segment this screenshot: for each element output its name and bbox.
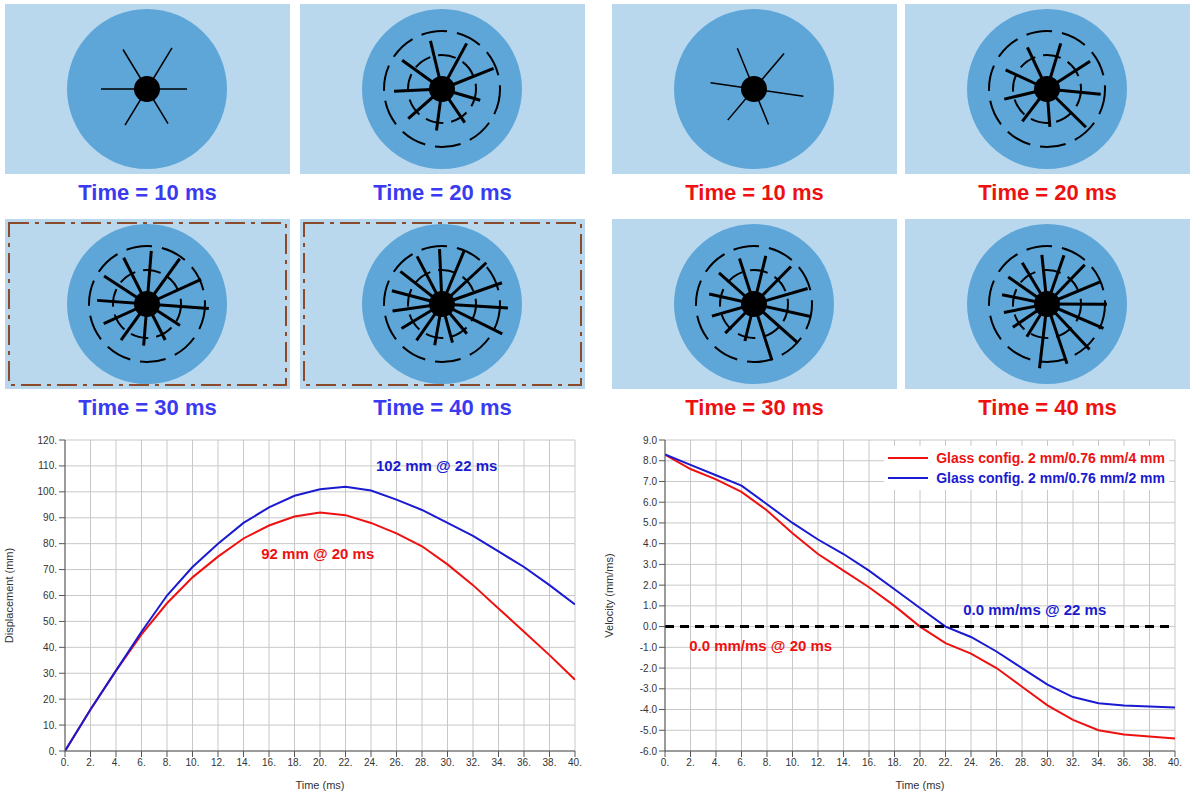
- svg-text:22.: 22.: [939, 757, 953, 768]
- html-text:Time = 40 ms: Time = 40 ms: [978, 395, 1117, 420]
- svg-text:110.: 110.: [38, 460, 57, 471]
- html-text:Time = 30 ms: Time = 30 ms: [78, 395, 217, 420]
- svg-text:120.: 120.: [38, 435, 57, 446]
- svg-text:4.0: 4.0: [643, 538, 657, 549]
- svg-text:-5.0: -5.0: [640, 725, 658, 736]
- svg-text:16.: 16.: [862, 757, 876, 768]
- svg-text:9.0: 9.0: [643, 435, 657, 446]
- svg-text:30.: 30.: [1041, 757, 1055, 768]
- svg-text:38.: 38.: [543, 757, 557, 768]
- svg-text:40.: 40.: [1168, 757, 1182, 768]
- svg-text:34.: 34.: [492, 757, 506, 768]
- svg-text:6.: 6.: [737, 757, 745, 768]
- svg-text:4.: 4.: [712, 757, 720, 768]
- svg-text:70.: 70.: [43, 564, 57, 575]
- html-text:Time = 30 ms: Time = 30 ms: [685, 395, 824, 420]
- svg-text:8.: 8.: [763, 757, 771, 768]
- svg-text:1.0: 1.0: [643, 600, 657, 611]
- svg-text:16.: 16.: [262, 757, 276, 768]
- svg-text:60.: 60.: [43, 590, 57, 601]
- svg-text:92 mm @ 20 ms: 92 mm @ 20 ms: [261, 545, 374, 562]
- svg-text:100.: 100.: [38, 486, 57, 497]
- svg-text:12.: 12.: [811, 757, 825, 768]
- svg-text:26.: 26.: [990, 757, 1004, 768]
- svg-text:22.: 22.: [339, 757, 353, 768]
- svg-text:12.: 12.: [211, 757, 225, 768]
- svg-text:0.0: 0.0: [643, 621, 657, 632]
- svg-text:Time (ms): Time (ms): [295, 779, 344, 791]
- svg-text:7.0: 7.0: [643, 476, 657, 487]
- svg-text:32.: 32.: [466, 757, 480, 768]
- svg-text:28.: 28.: [415, 757, 429, 768]
- svg-text:50.: 50.: [43, 616, 57, 627]
- svg-text:Time (ms): Time (ms): [895, 779, 944, 791]
- html-text:Time = 20 ms: Time = 20 ms: [978, 180, 1117, 205]
- svg-text:10.: 10.: [786, 757, 800, 768]
- svg-text:2.0: 2.0: [643, 580, 657, 591]
- svg-text:14.: 14.: [237, 757, 251, 768]
- svg-text:80.: 80.: [43, 538, 57, 549]
- html-text:Time = 20 ms: Time = 20 ms: [373, 180, 512, 205]
- svg-text:-2.0: -2.0: [640, 663, 658, 674]
- svg-text:-6.0: -6.0: [640, 746, 658, 757]
- svg-text:102 mm @ 22 ms: 102 mm @ 22 ms: [376, 457, 497, 474]
- html-text:Glass config. 2 mm/0.76 mm/4 m: Glass config. 2 mm/0.76 mm/4 mm: [936, 450, 1165, 466]
- svg-text:3.0: 3.0: [643, 559, 657, 570]
- svg-text:32.: 32.: [1066, 757, 1080, 768]
- svg-text:6.: 6.: [137, 757, 145, 768]
- svg-text:18.: 18.: [288, 757, 302, 768]
- svg-text:0.: 0.: [49, 746, 57, 757]
- svg-text:2.: 2.: [86, 757, 94, 768]
- svg-text:20.: 20.: [43, 694, 57, 705]
- svg-text:8.: 8.: [163, 757, 171, 768]
- svg-text:30.: 30.: [441, 757, 455, 768]
- svg-text:Displacement (mm): Displacement (mm): [3, 548, 15, 643]
- svg-text:38.: 38.: [1143, 757, 1157, 768]
- svg-text:-4.0: -4.0: [640, 704, 658, 715]
- svg-text:2.: 2.: [686, 757, 694, 768]
- svg-text:24.: 24.: [364, 757, 378, 768]
- svg-text:40.: 40.: [43, 642, 57, 653]
- svg-text:18.: 18.: [888, 757, 902, 768]
- html-text:Glass config. 2 mm/0.76 mm/2 m: Glass config. 2 mm/0.76 mm/2 mm: [936, 470, 1165, 486]
- svg-text:0.: 0.: [61, 757, 69, 768]
- svg-text:40.: 40.: [568, 757, 582, 768]
- html-text:Time = 40 ms: Time = 40 ms: [373, 395, 512, 420]
- svg-text:0.0 mm/ms @ 22 ms: 0.0 mm/ms @ 22 ms: [963, 601, 1106, 618]
- svg-text:6.0: 6.0: [643, 497, 657, 508]
- svg-text:14.: 14.: [837, 757, 851, 768]
- svg-text:10.: 10.: [186, 757, 200, 768]
- svg-text:36.: 36.: [1117, 757, 1131, 768]
- svg-text:-1.0: -1.0: [640, 642, 658, 653]
- svg-text:5.0: 5.0: [643, 517, 657, 528]
- svg-text:28.: 28.: [1015, 757, 1029, 768]
- svg-text:34.: 34.: [1092, 757, 1106, 768]
- html-text:Time = 10 ms: Time = 10 ms: [685, 180, 824, 205]
- svg-text:20.: 20.: [913, 757, 927, 768]
- html-text:Time = 10 ms: Time = 10 ms: [78, 180, 217, 205]
- svg-text:0.0 mm/ms @ 20 ms: 0.0 mm/ms @ 20 ms: [689, 637, 832, 654]
- svg-text:26.: 26.: [390, 757, 404, 768]
- svg-text:36.: 36.: [517, 757, 531, 768]
- svg-text:24.: 24.: [964, 757, 978, 768]
- svg-text:90.: 90.: [43, 512, 57, 523]
- svg-text:10.: 10.: [43, 720, 57, 731]
- svg-text:8.0: 8.0: [643, 455, 657, 466]
- svg-text:Velocity (mm/ms): Velocity (mm/ms): [603, 553, 615, 637]
- svg-text:-3.0: -3.0: [640, 683, 658, 694]
- svg-text:20.: 20.: [313, 757, 327, 768]
- svg-text:30.: 30.: [43, 668, 57, 679]
- svg-text:0.: 0.: [661, 757, 669, 768]
- svg-text:4.: 4.: [112, 757, 120, 768]
